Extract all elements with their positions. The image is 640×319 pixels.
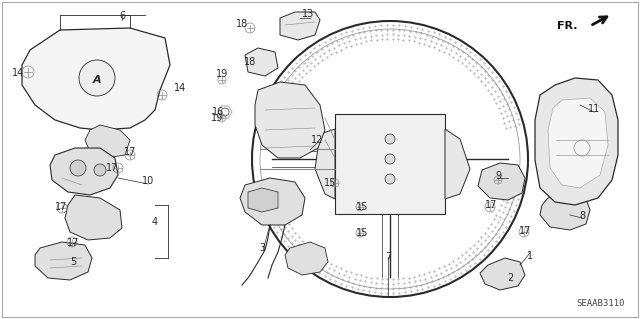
Polygon shape (22, 28, 170, 130)
Text: 15: 15 (324, 178, 336, 188)
Text: 14: 14 (12, 68, 24, 78)
Polygon shape (548, 98, 608, 188)
Circle shape (79, 60, 115, 96)
Text: 14: 14 (174, 83, 186, 93)
Polygon shape (248, 188, 278, 212)
Polygon shape (480, 258, 525, 290)
Text: A: A (93, 75, 101, 85)
Polygon shape (478, 163, 525, 200)
Text: 15: 15 (356, 228, 368, 238)
Text: 3: 3 (259, 243, 265, 253)
Circle shape (385, 134, 395, 144)
Text: FR.: FR. (557, 21, 578, 31)
Polygon shape (35, 242, 92, 280)
Text: 17: 17 (485, 200, 497, 210)
Text: 17: 17 (55, 202, 67, 212)
Text: SEAAB3110: SEAAB3110 (577, 299, 625, 308)
Polygon shape (245, 48, 278, 76)
Polygon shape (540, 192, 590, 230)
Text: 10: 10 (142, 176, 154, 186)
Text: 19: 19 (211, 113, 223, 123)
Polygon shape (315, 129, 335, 199)
Polygon shape (445, 129, 470, 199)
Text: 17: 17 (67, 238, 79, 248)
Polygon shape (285, 242, 328, 275)
Text: 11: 11 (588, 104, 600, 114)
Circle shape (70, 160, 86, 176)
Text: 17: 17 (106, 163, 118, 173)
Polygon shape (240, 178, 305, 225)
Text: 5: 5 (70, 257, 76, 267)
Polygon shape (280, 12, 320, 40)
Text: 19: 19 (216, 69, 228, 79)
Text: 16: 16 (212, 107, 224, 117)
Text: 13: 13 (302, 9, 314, 19)
Text: 17: 17 (124, 147, 136, 157)
Text: 9: 9 (495, 171, 501, 181)
Text: 17: 17 (519, 226, 531, 236)
Circle shape (385, 174, 395, 184)
Text: 12: 12 (311, 135, 323, 145)
Polygon shape (50, 148, 118, 195)
Text: 15: 15 (356, 202, 368, 212)
Polygon shape (65, 195, 122, 240)
Text: 2: 2 (507, 273, 513, 283)
Text: 8: 8 (579, 211, 585, 221)
Polygon shape (535, 78, 618, 205)
Text: 18: 18 (236, 19, 248, 29)
Polygon shape (335, 114, 445, 214)
Polygon shape (255, 82, 325, 158)
Circle shape (385, 154, 395, 164)
Text: 18: 18 (244, 57, 256, 67)
Polygon shape (85, 125, 130, 158)
Text: 7: 7 (385, 252, 391, 262)
Circle shape (94, 164, 106, 176)
Text: 4: 4 (152, 217, 158, 227)
Text: 6: 6 (119, 11, 125, 21)
Text: 1: 1 (527, 251, 533, 261)
